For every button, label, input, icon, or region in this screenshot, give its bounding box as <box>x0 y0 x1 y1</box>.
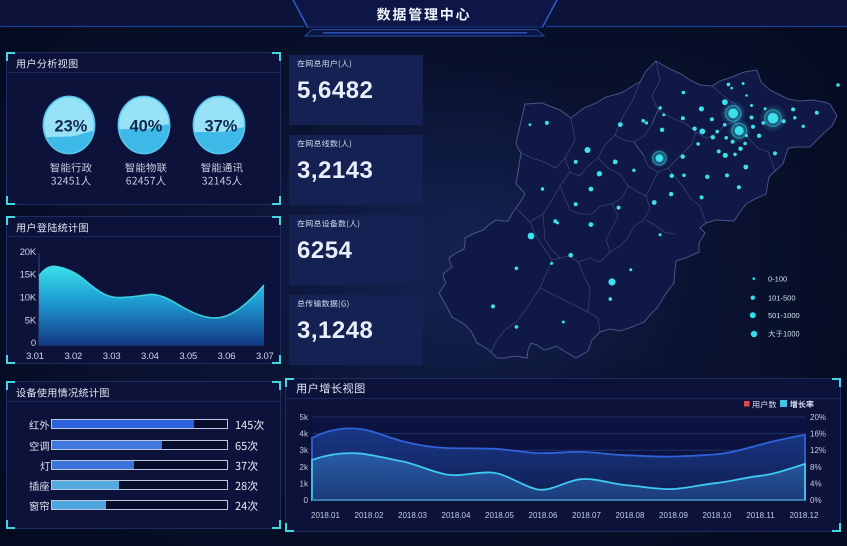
svg-text:3.03: 3.03 <box>103 351 121 362</box>
svg-text:0-100: 0-100 <box>768 275 787 284</box>
svg-text:2k: 2k <box>300 463 309 472</box>
svg-text:3.01: 3.01 <box>26 351 44 362</box>
svg-text:12%: 12% <box>810 446 826 455</box>
svg-text:8%: 8% <box>810 463 822 472</box>
svg-text:0: 0 <box>31 338 36 349</box>
svg-text:2018.01: 2018.01 <box>311 511 340 520</box>
svg-text:101-500: 101-500 <box>768 294 796 303</box>
svg-text:0%: 0% <box>810 496 822 505</box>
svg-text:0: 0 <box>304 496 309 505</box>
svg-text:2018.05: 2018.05 <box>485 511 514 520</box>
svg-text:2018.03: 2018.03 <box>398 511 427 520</box>
svg-text:20%: 20% <box>810 413 826 422</box>
svg-text:3k: 3k <box>300 446 309 455</box>
svg-text:10K: 10K <box>20 293 37 304</box>
svg-text:2018.04: 2018.04 <box>442 511 471 520</box>
svg-text:2018.12: 2018.12 <box>790 511 819 520</box>
svg-text:2018.09: 2018.09 <box>659 511 688 520</box>
svg-text:4k: 4k <box>300 430 309 439</box>
svg-text:2018.11: 2018.11 <box>746 511 775 520</box>
svg-text:2018.10: 2018.10 <box>703 511 732 520</box>
svg-text:5k: 5k <box>300 413 309 422</box>
svg-text:2018.06: 2018.06 <box>529 511 558 520</box>
svg-text:40%: 40% <box>129 117 162 135</box>
svg-text:37%: 37% <box>204 117 237 135</box>
svg-text:4%: 4% <box>810 479 822 488</box>
svg-text:1k: 1k <box>300 479 309 488</box>
svg-text:20K: 20K <box>20 247 37 258</box>
svg-text:501-1000: 501-1000 <box>768 311 800 320</box>
svg-text:2018.02: 2018.02 <box>355 511 384 520</box>
svg-text:16%: 16% <box>810 430 826 439</box>
svg-text:23%: 23% <box>54 117 87 135</box>
svg-text:15K: 15K <box>20 270 37 281</box>
svg-text:2018.08: 2018.08 <box>616 511 645 520</box>
svg-text:3.06: 3.06 <box>218 351 236 362</box>
svg-text:3.02: 3.02 <box>64 351 82 362</box>
svg-text:2018.07: 2018.07 <box>572 511 601 520</box>
svg-text:5K: 5K <box>25 316 37 327</box>
svg-text:3.04: 3.04 <box>141 351 159 362</box>
svg-text:3.07: 3.07 <box>256 351 274 362</box>
svg-text:3.05: 3.05 <box>179 351 197 362</box>
